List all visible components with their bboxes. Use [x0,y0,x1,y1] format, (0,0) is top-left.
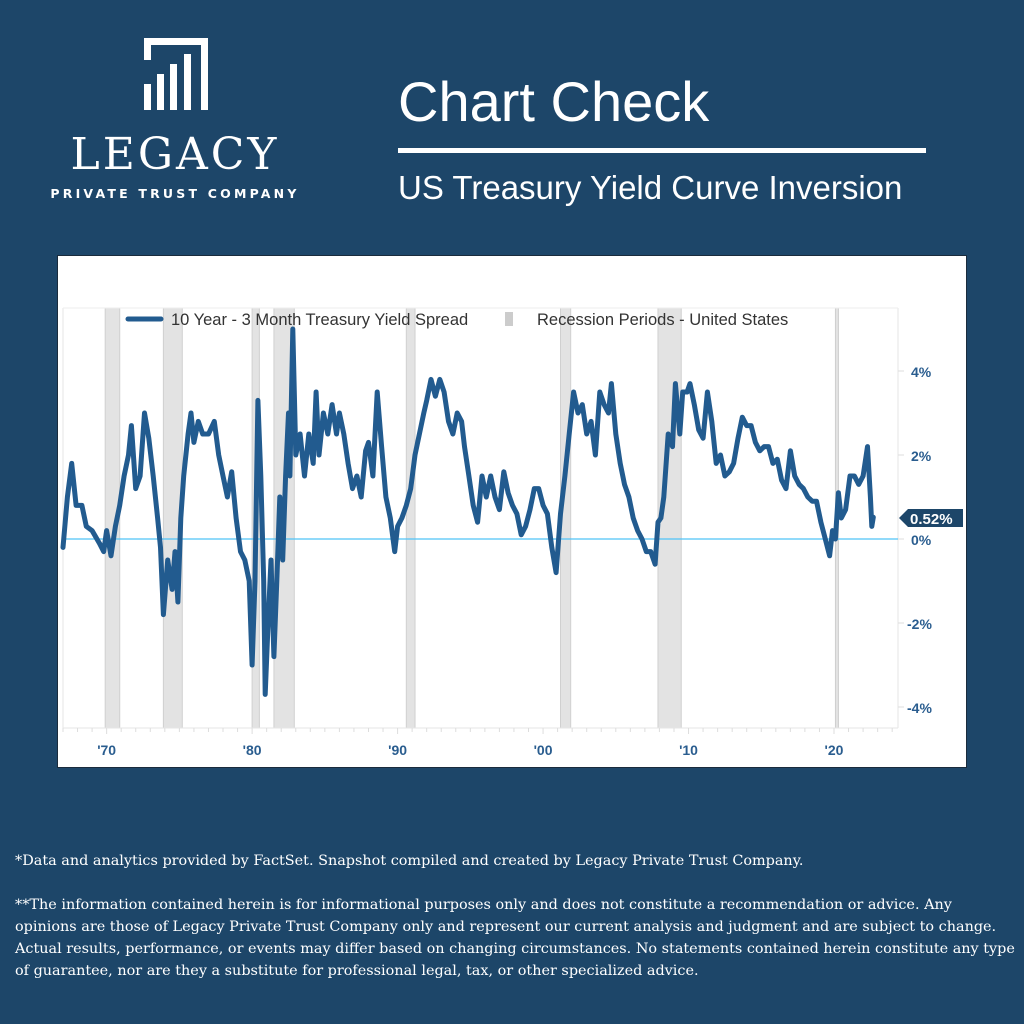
x-tick-label: '70 [97,742,116,758]
y-tick-label: 2% [911,448,932,464]
page-title: Chart Check [398,70,710,133]
legend-series-label: 10 Year - 3 Month Treasury Yield Spread [171,311,468,329]
chart-panel: 10 Year - 3 Month Treasury Yield Spread … [57,255,967,768]
x-tick-label: '20 [825,742,844,758]
logo: LEGACY PRIVATE TRUST COMPANY [40,38,310,201]
last-value-label: 0.52% [910,511,953,528]
x-tick-label: '90 [388,742,407,758]
x-tick-label: '00 [534,742,553,758]
series-line-yield-spread [60,326,876,697]
x-tick-label: '80 [243,742,262,758]
data-source-note: *Data and analytics provided by FactSet.… [15,853,804,869]
page-subtitle: US Treasury Yield Curve Inversion [398,169,903,206]
legend-recession-label: Recession Periods - United States [537,311,788,329]
bar-chart-icon [144,38,208,110]
y-tick-label: -2% [907,616,932,632]
y-tick-label: 0% [911,532,932,548]
recession-band [405,307,416,729]
disclaimer-text: **The information contained herein is fo… [15,897,1015,979]
y-tick-label: 4% [911,364,932,380]
logo-wordmark: LEGACY [70,129,280,180]
y-tick-label: -4% [907,700,932,716]
yield-spread-chart: 10 Year - 3 Month Treasury Yield Spread … [60,307,963,758]
x-tick-label: '10 [679,742,698,758]
logo-subtitle: PRIVATE TRUST COMPANY [50,186,300,201]
legend-recession-swatch [505,312,513,326]
title-divider [398,148,926,153]
last-value-callout [899,509,963,527]
